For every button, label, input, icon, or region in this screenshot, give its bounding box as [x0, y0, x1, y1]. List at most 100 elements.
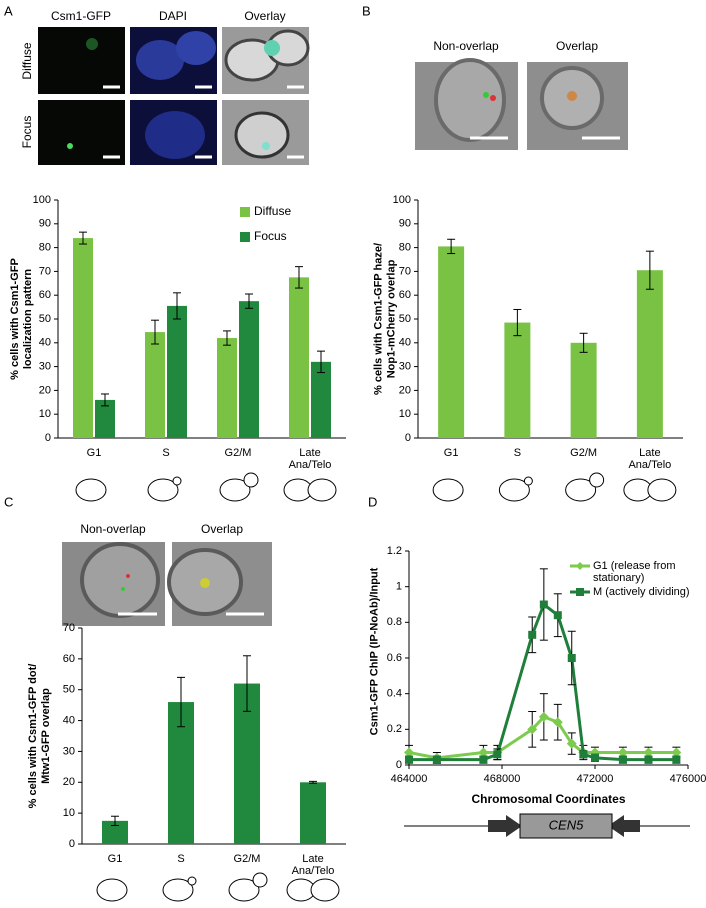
bar — [95, 399, 115, 438]
marker — [618, 755, 627, 764]
y-tick-label: 60 — [63, 653, 75, 665]
cell-cartoon — [219, 472, 259, 502]
x-axis-label: Chromosomal Coordinates — [471, 792, 625, 806]
panel-letter: B — [362, 3, 371, 18]
panel-letter: D — [368, 494, 377, 509]
cell — [96, 878, 128, 902]
bar — [217, 338, 237, 438]
y-tick-label: 30 — [39, 361, 51, 373]
x-tick-label: S — [177, 853, 185, 865]
cell — [307, 478, 337, 502]
annotation: CEN5 — [549, 817, 584, 832]
cell-cartoon — [432, 478, 464, 502]
y-tick-label: 0 — [405, 432, 411, 444]
cell-cartoon — [228, 872, 268, 902]
row-label: Diffuse — [20, 42, 34, 79]
y-tick-label: 10 — [39, 408, 51, 420]
y-tick-label: 1 — [396, 581, 402, 593]
x-tick-label: S — [513, 447, 522, 459]
x-tick-label: G2/M — [570, 447, 598, 459]
bud — [252, 872, 268, 888]
legend-marker — [576, 588, 584, 596]
marker — [538, 711, 549, 722]
y-tick-label: 40 — [399, 337, 411, 349]
marker — [405, 755, 413, 764]
bar — [167, 305, 187, 438]
y-tick-label: 70 — [39, 265, 51, 277]
panel-letter: C — [4, 494, 13, 509]
cell — [498, 478, 530, 502]
image-label: Overlap — [201, 522, 243, 536]
x-tick-label: Late Ana/Telo — [628, 447, 672, 471]
legend-marker — [576, 562, 584, 570]
y-tick-label: 100 — [33, 194, 51, 206]
y-tick-label: 100 — [393, 194, 411, 206]
y-tick-label: 70 — [63, 622, 75, 634]
y-tick-label: 90 — [39, 218, 51, 230]
y-tick-label: 1.2 — [387, 545, 402, 557]
legend-label: M (actively dividing) — [593, 586, 690, 598]
marker — [479, 755, 488, 764]
x-tick-label: Late Ana/Telo — [288, 447, 332, 471]
image-label: DAPI — [159, 9, 187, 23]
bar — [311, 361, 331, 438]
bar — [145, 332, 165, 438]
cell-cartoon — [565, 472, 605, 502]
x-tick-label: 464000 — [391, 773, 428, 785]
y-tick-label: 50 — [63, 684, 75, 696]
legend-swatch — [240, 207, 250, 217]
cell-cartoon — [96, 878, 128, 902]
line — [408, 715, 677, 760]
marker — [528, 630, 537, 639]
y-axis-label: % cells with Csm1-GFP localization patte… — [9, 258, 34, 380]
image-label: Csm1-GFP — [51, 9, 111, 23]
image-label: Non-overlap — [80, 522, 146, 536]
x-tick-label: 472000 — [577, 773, 614, 785]
bud — [523, 476, 533, 486]
cell-cartoon — [286, 878, 340, 902]
arrow — [608, 815, 640, 837]
y-tick-label: 80 — [399, 242, 411, 254]
cell-cartoon — [623, 478, 677, 502]
cell-cartoon — [147, 476, 182, 502]
y-axis-label: % cells with Csm1-GFP haze/ Nop1-mCherry… — [372, 243, 397, 396]
marker — [552, 717, 563, 728]
y-tick-label: 30 — [399, 361, 411, 373]
y-tick-label: 80 — [39, 242, 51, 254]
cell — [647, 478, 677, 502]
y-tick-label: 20 — [63, 776, 75, 788]
y-tick-label: 60 — [39, 289, 51, 301]
y-tick-label: 0.8 — [387, 616, 402, 628]
y-tick-label: 30 — [63, 745, 75, 757]
y-tick-label: 0.6 — [387, 652, 402, 664]
cell-cartoon — [162, 876, 197, 902]
marker — [566, 738, 577, 749]
y-tick-label: 0.4 — [387, 688, 402, 700]
y-tick-label: 60 — [399, 289, 411, 301]
cell — [147, 478, 179, 502]
image-label: Overlay — [244, 9, 285, 23]
y-tick-label: 40 — [63, 714, 75, 726]
cell — [75, 478, 107, 502]
image-label: Non-overlap — [433, 39, 499, 53]
y-tick-label: 0.2 — [387, 723, 402, 735]
y-tick-label: 50 — [399, 313, 411, 325]
bar — [570, 342, 597, 438]
bud — [589, 472, 605, 488]
cell-cartoon — [75, 478, 107, 502]
bar — [504, 322, 531, 438]
cell-cartoon — [498, 476, 533, 502]
legend-label: G1 (release from stationary) — [593, 560, 676, 584]
x-tick-label: 468000 — [484, 773, 521, 785]
panel-letter: A — [4, 3, 13, 18]
y-axis-label: Csm1-GFP ChIP (IP-NoAb)/Input — [368, 567, 381, 736]
row-label: Focus — [20, 116, 34, 149]
y-tick-label: 0 — [45, 432, 51, 444]
x-tick-label: G1 — [107, 853, 123, 865]
cell-cartoon — [283, 478, 337, 502]
cell — [219, 478, 251, 502]
x-tick-label: G1 — [443, 447, 459, 459]
x-tick-label: S — [162, 447, 170, 459]
legend-label: Diffuse — [254, 204, 291, 218]
